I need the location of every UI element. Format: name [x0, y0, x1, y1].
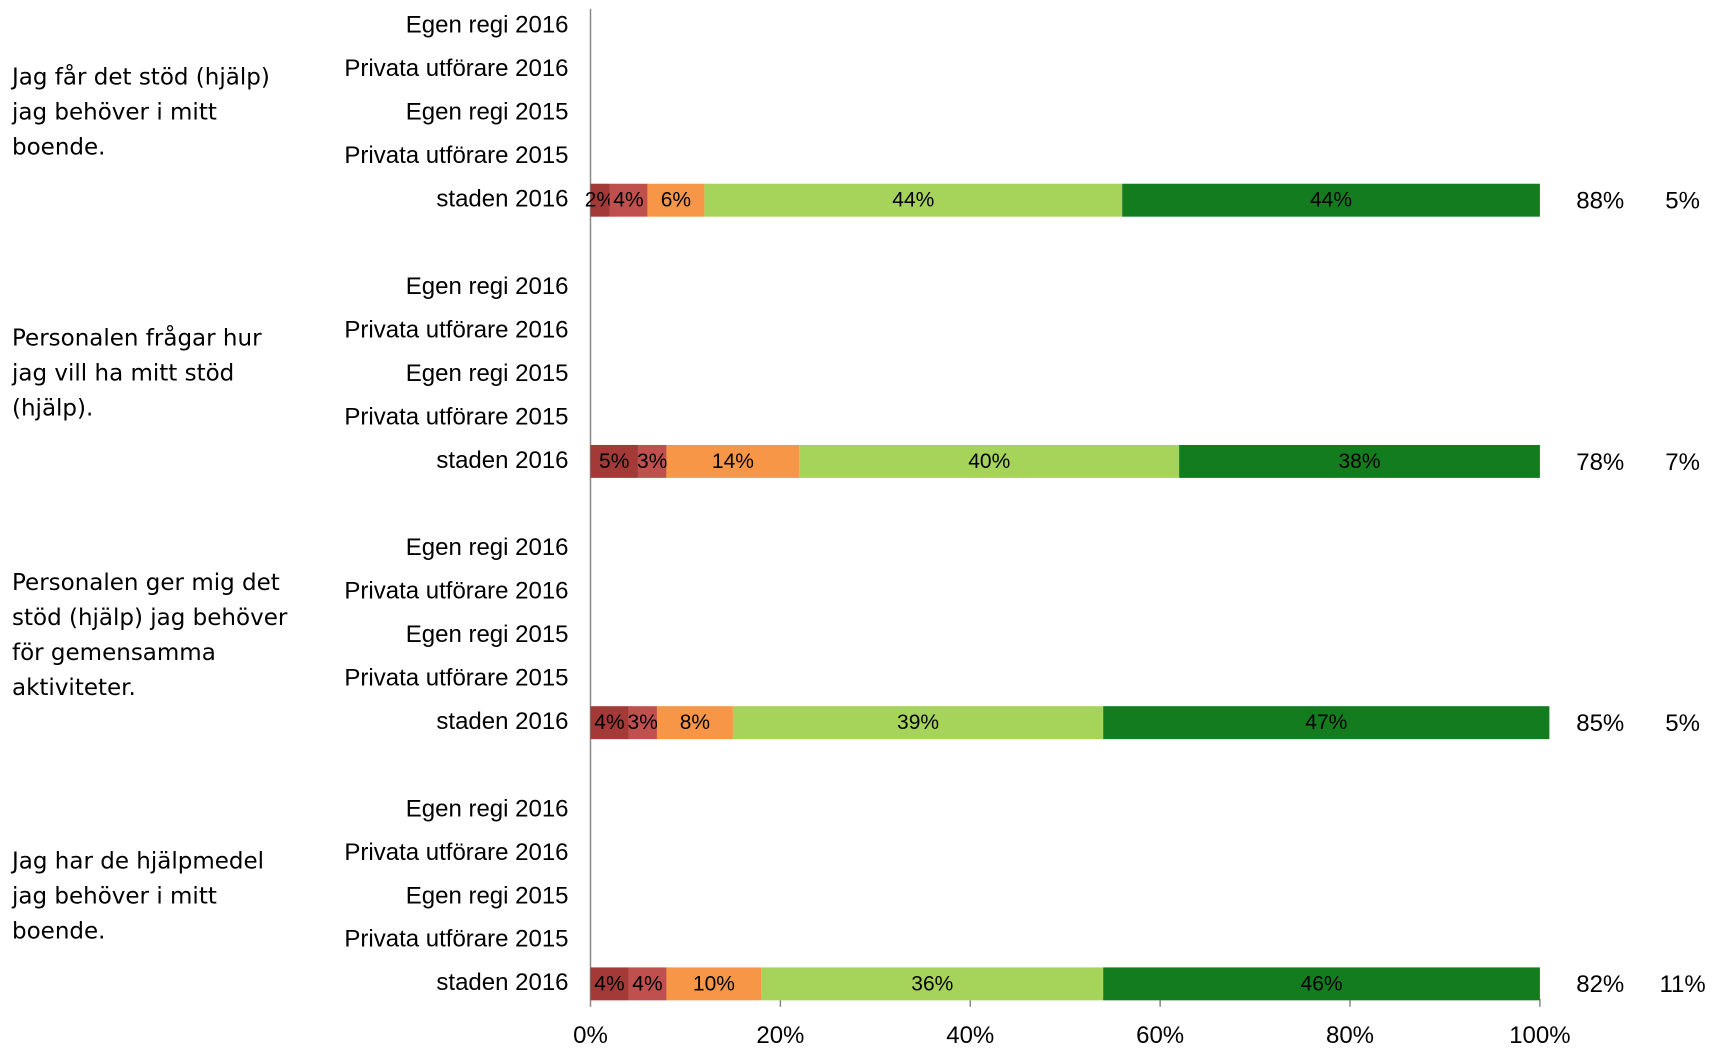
data-label: 4% [632, 972, 662, 995]
category-label: staden 2016 [436, 708, 568, 735]
bar-segment [656, 706, 733, 740]
category-label: Privata utförare 2015 [344, 926, 568, 953]
bar-segment [1103, 967, 1540, 1001]
data-label: 5% [599, 450, 629, 473]
bar-segment [666, 967, 762, 1001]
category-label: staden 2016 [436, 186, 568, 213]
data-label: 40% [968, 450, 1010, 473]
data-label: 8% [680, 711, 710, 734]
category-label: Egen regi 2015 [406, 99, 569, 126]
x-tick-label: 20% [756, 1022, 804, 1049]
data-label: 14% [712, 450, 754, 473]
data-label: 2% [585, 189, 615, 212]
bar-segment [1103, 706, 1550, 740]
summary-label: 5% [1665, 710, 1700, 737]
category-label: Egen regi 2016 [406, 795, 569, 822]
data-label: 38% [1338, 450, 1380, 473]
category-label: Privata utförare 2016 [344, 839, 568, 866]
bar-segment [628, 706, 657, 740]
bar-segment [590, 444, 638, 478]
group-label: Personalen frågar hur jag vill ha mitt s… [12, 325, 262, 422]
data-label: 10% [693, 972, 735, 995]
data-label: 6% [661, 189, 691, 212]
data-label: 44% [892, 189, 934, 212]
bar-segment [666, 444, 800, 478]
category-label: Egen regi 2016 [406, 12, 569, 39]
bar-segment [1179, 444, 1540, 478]
data-label: 4% [594, 972, 624, 995]
bar-segment [732, 706, 1104, 740]
summary-label: 85% [1576, 710, 1624, 737]
data-label: 47% [1305, 711, 1347, 734]
data-label: 3% [637, 450, 667, 473]
category-label: Privata utförare 2015 [344, 665, 568, 692]
summary-label: 88% [1576, 188, 1624, 215]
category-label: Egen regi 2016 [406, 534, 569, 561]
x-tick-label: 60% [1136, 1022, 1184, 1049]
data-label: 46% [1301, 972, 1343, 995]
category-label: Egen regi 2015 [406, 360, 569, 387]
summary-label: 11% [1659, 971, 1705, 998]
x-tick-label: 80% [1326, 1022, 1374, 1049]
data-label: 4% [594, 711, 624, 734]
group-label: Personalen ger mig det stöd (hjälp) jag … [12, 569, 288, 701]
bar-segment [1122, 183, 1540, 217]
summary-label: 82% [1576, 971, 1624, 998]
x-tick-label: 40% [946, 1022, 994, 1049]
bar-segment [761, 967, 1104, 1001]
group-label: Jag har de hjälpmedel jag behöver i mitt… [12, 848, 265, 945]
bar-segment [609, 183, 648, 217]
category-label: Egen regi 2015 [406, 621, 569, 648]
category-label: Egen regi 2015 [406, 882, 569, 909]
data-label: 39% [897, 711, 939, 734]
bar-segment [590, 183, 610, 217]
summary-label: 5% [1665, 188, 1700, 215]
bar-segment [590, 967, 629, 1001]
data-label: 36% [911, 972, 953, 995]
x-tick-label: 100% [1509, 1022, 1570, 1049]
data-label: 44% [1310, 189, 1352, 212]
summary-label: 78% [1576, 449, 1624, 476]
bar-segment [704, 183, 1123, 217]
bar-segment [637, 444, 667, 478]
category-label: Privata utförare 2016 [344, 55, 568, 82]
category-label: Privata utförare 2016 [344, 578, 568, 605]
category-label: staden 2016 [436, 969, 568, 996]
category-label: Privata utförare 2015 [344, 403, 568, 430]
category-label: Privata utförare 2016 [344, 316, 568, 343]
summary-label: 7% [1665, 449, 1700, 476]
group-label: Jag får det stöd (hjälp) jag behöver i m… [12, 64, 270, 161]
category-label: Egen regi 2016 [406, 273, 569, 300]
bar-segment [647, 183, 705, 217]
bar-segment [628, 967, 667, 1001]
bar-segment [590, 706, 629, 740]
bar-segment [799, 444, 1180, 478]
data-label: 3% [628, 711, 658, 734]
data-label: 4% [613, 189, 643, 212]
x-tick-label: 0% [573, 1022, 608, 1049]
category-label: Privata utförare 2015 [344, 142, 568, 169]
category-label: staden 2016 [436, 447, 568, 474]
